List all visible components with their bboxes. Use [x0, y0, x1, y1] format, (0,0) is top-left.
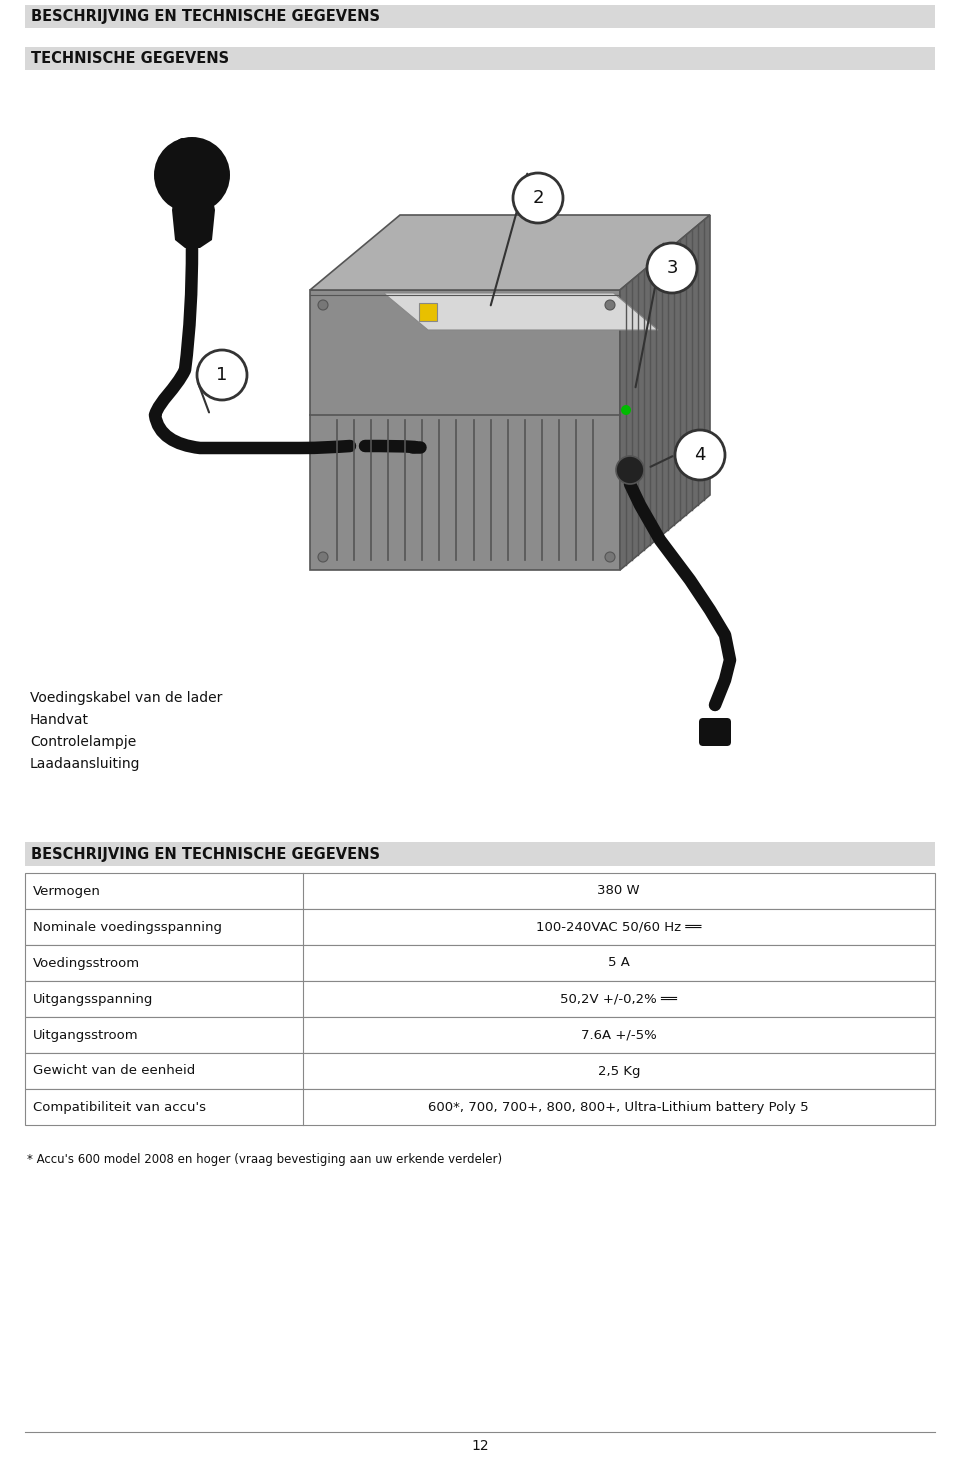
- Text: Uitgangsspanning: Uitgangsspanning: [33, 992, 154, 1005]
- Circle shape: [154, 137, 230, 213]
- Text: 7.6A +/-5%: 7.6A +/-5%: [581, 1029, 657, 1042]
- Text: 4: 4: [694, 446, 706, 464]
- Bar: [25, 1017, 935, 1053]
- Bar: [25, 842, 935, 867]
- Bar: [25, 909, 935, 945]
- Text: 100-240VAC 50/60 Hz ══: 100-240VAC 50/60 Hz ══: [536, 921, 702, 934]
- Text: Voedingsstroom: Voedingsstroom: [33, 957, 140, 969]
- Bar: [25, 47, 935, 70]
- Circle shape: [318, 552, 328, 562]
- Bar: [25, 1053, 935, 1088]
- Text: Gewicht van de eenheid: Gewicht van de eenheid: [33, 1065, 195, 1078]
- Text: * Accu's 600 model 2008 en hoger (vraag bevestiging aan uw erkende verdeler): * Accu's 600 model 2008 en hoger (vraag …: [27, 1153, 502, 1166]
- Text: BESCHRIJVING EN TECHNISCHE GEGEVENS: BESCHRIJVING EN TECHNISCHE GEGEVENS: [31, 9, 380, 23]
- Text: Vermogen: Vermogen: [33, 884, 101, 897]
- Text: Nominale voedingsspanning: Nominale voedingsspanning: [33, 921, 222, 934]
- Circle shape: [616, 457, 644, 484]
- Text: Handvat: Handvat: [30, 713, 89, 727]
- FancyBboxPatch shape: [699, 718, 731, 746]
- Circle shape: [197, 350, 247, 400]
- Text: 380 W: 380 W: [597, 884, 640, 897]
- Polygon shape: [419, 302, 437, 321]
- Circle shape: [318, 301, 328, 309]
- Bar: [25, 4, 935, 28]
- Polygon shape: [172, 175, 215, 248]
- Text: Uitgangsstroom: Uitgangsstroom: [33, 1029, 138, 1042]
- Circle shape: [647, 244, 697, 293]
- Text: TECHNISCHE GEGEVENS: TECHNISCHE GEGEVENS: [31, 51, 229, 66]
- Polygon shape: [310, 214, 710, 290]
- Text: 2,5 Kg: 2,5 Kg: [597, 1065, 640, 1078]
- Text: 1: 1: [216, 366, 228, 384]
- Text: Controlelampje: Controlelampje: [30, 735, 136, 748]
- Circle shape: [675, 430, 725, 480]
- Polygon shape: [384, 293, 658, 330]
- Polygon shape: [310, 290, 620, 570]
- Text: 600*, 700, 700+, 800, 800+, Ultra-Lithium battery Poly 5: 600*, 700, 700+, 800, 800+, Ultra-Lithiu…: [428, 1100, 809, 1113]
- Text: BESCHRIJVING EN TECHNISCHE GEGEVENS: BESCHRIJVING EN TECHNISCHE GEGEVENS: [31, 846, 380, 861]
- Bar: [25, 945, 935, 980]
- Circle shape: [513, 174, 563, 223]
- Circle shape: [605, 552, 615, 562]
- Text: 2: 2: [532, 190, 543, 207]
- Bar: [25, 980, 935, 1017]
- Text: 12: 12: [471, 1439, 489, 1453]
- Text: 3: 3: [666, 260, 678, 277]
- Text: Compatibiliteit van accu's: Compatibiliteit van accu's: [33, 1100, 206, 1113]
- Bar: [25, 1088, 935, 1125]
- Circle shape: [176, 139, 190, 152]
- Text: Laadaansluiting: Laadaansluiting: [30, 757, 140, 770]
- Polygon shape: [620, 214, 710, 570]
- Text: 5 A: 5 A: [608, 957, 630, 969]
- Bar: [25, 872, 935, 909]
- Text: Voedingskabel van de lader: Voedingskabel van de lader: [30, 692, 223, 705]
- Circle shape: [605, 301, 615, 309]
- Text: 50,2V +/-0,2% ══: 50,2V +/-0,2% ══: [561, 992, 677, 1005]
- Circle shape: [621, 406, 631, 414]
